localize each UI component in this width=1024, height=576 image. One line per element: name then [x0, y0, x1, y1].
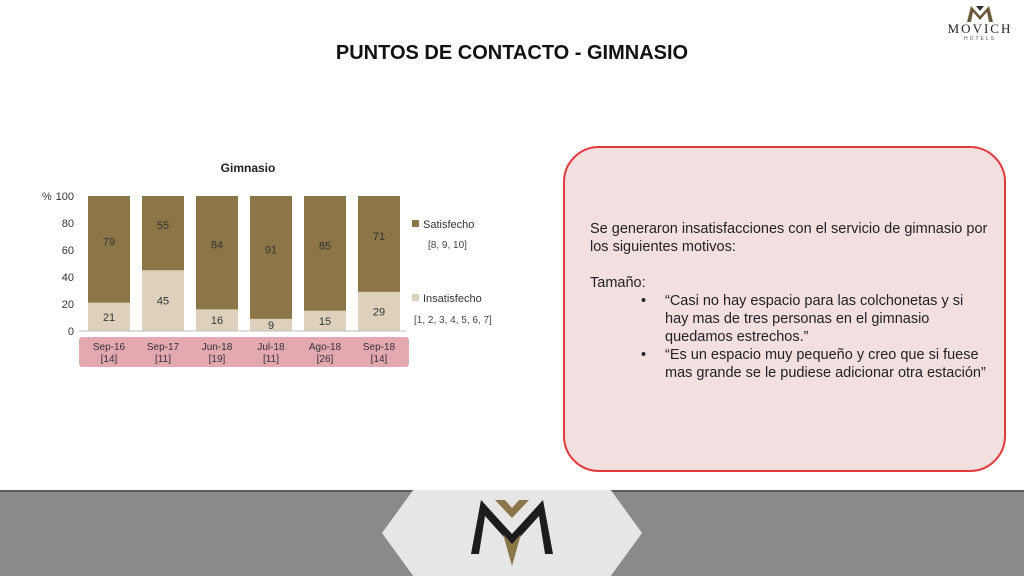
bar-insatisfecho: [304, 310, 346, 331]
y-tick-label: 0: [68, 326, 74, 338]
legend-label-satisfecho: Satisfecho: [423, 219, 474, 231]
x-tick-sample-size: [11]: [263, 354, 279, 365]
x-tick-sample-size: [26]: [317, 354, 334, 365]
legend-swatch-satisfecho: [412, 220, 419, 227]
brand-logo: MOVICH HOTELS: [940, 6, 1020, 42]
x-tick-label: Sep-18: [363, 342, 396, 353]
page-title: PUNTOS DE CONTACTO - GIMNASIO: [335, 42, 689, 64]
data-label-insatisfecho: 21: [103, 312, 115, 324]
data-label-insatisfecho: 16: [211, 315, 223, 327]
legend-label-insatisfecho: Insatisfecho: [423, 293, 482, 305]
bar-insatisfecho: [250, 318, 292, 331]
bar-satisfecho: [304, 196, 346, 311]
data-label-insatisfecho: 9: [268, 320, 274, 332]
x-tick-label: Ago-18: [309, 342, 342, 353]
y-tick-label: 20: [62, 299, 74, 311]
bar-insatisfecho: [358, 291, 400, 331]
x-tick-sample-size: [19]: [209, 354, 226, 365]
bar-insatisfecho: [88, 302, 130, 331]
quote-list: “Casi no hay espacio para las colchoneta…: [590, 292, 990, 382]
x-tick-sample-size: [14]: [101, 354, 118, 365]
bar-insatisfecho: [142, 270, 184, 331]
category-band: [79, 337, 409, 367]
brand-name: MOVICH: [947, 21, 1013, 36]
legend-swatch-insatisfecho: [412, 294, 419, 301]
data-label-satisfecho: 71: [373, 231, 385, 243]
data-label-insatisfecho: 29: [373, 306, 385, 318]
data-label-satisfecho: 91: [265, 244, 277, 256]
bar-satisfecho: [88, 196, 130, 303]
data-label-satisfecho: 79: [103, 236, 115, 248]
legend-note-satisfecho: [8, 9, 10]: [428, 240, 467, 251]
y-tick-label: 100: [56, 191, 74, 203]
data-label-satisfecho: 84: [211, 240, 223, 252]
bar-satisfecho: [250, 196, 292, 319]
x-tick-sample-size: [11]: [155, 354, 171, 365]
data-label-satisfecho: 85: [319, 240, 331, 252]
legend-note-insatisfecho: [1, 2, 3, 4, 5, 6, 7]: [414, 315, 492, 326]
data-label-insatisfecho: 45: [157, 296, 169, 308]
bar-insatisfecho: [196, 309, 238, 331]
bar-satisfecho: [196, 196, 238, 310]
data-label-insatisfecho: 15: [319, 316, 331, 328]
quote-item: “Casi no hay espacio para las colchoneta…: [641, 292, 990, 346]
x-tick-label: Jul-18: [257, 342, 285, 353]
x-tick-label: Sep-17: [147, 342, 180, 353]
panel-intro: Se generaron insatisfacciones con el ser…: [590, 221, 988, 255]
movich-emblem-icon: [471, 500, 553, 566]
quote-item: “Es un espacio muy pequeño y creo que si…: [641, 346, 990, 382]
bar-satisfecho: [358, 196, 400, 292]
bar-satisfecho: [142, 196, 184, 271]
findings-panel: Se generaron insatisfacciones con el ser…: [563, 146, 1006, 472]
y-tick-label: 40: [62, 272, 74, 284]
data-label-satisfecho: 55: [157, 220, 169, 232]
brand-subtitle: HOTELS: [963, 36, 996, 42]
movich-logo-icon: [967, 6, 993, 22]
x-tick-sample-size: [14]: [371, 354, 388, 365]
y-tick-label: 60: [62, 245, 74, 257]
footer-band: [0, 490, 1024, 576]
panel-heading: Tamaño:: [590, 275, 646, 291]
chart-title: Gimnasio: [221, 161, 276, 175]
x-tick-label: Sep-16: [93, 342, 126, 353]
x-tick-label: Jun-18: [202, 342, 233, 353]
y-tick-label: 80: [62, 218, 74, 230]
y-axis-unit: %: [42, 191, 52, 203]
stacked-bar-chart: Gimnasio020406080100%2179Sep-16[14]4555S…: [42, 161, 492, 367]
